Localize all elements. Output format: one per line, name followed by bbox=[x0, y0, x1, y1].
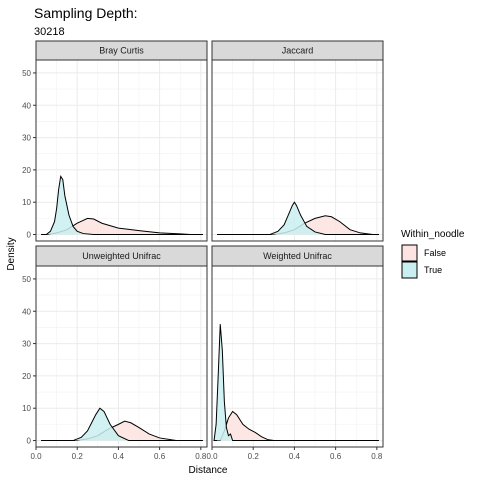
x-tick-label: 0.8 bbox=[195, 452, 207, 461]
panel-border bbox=[35, 59, 208, 242]
density-area-false bbox=[48, 218, 191, 235]
panel-unweighted-unifrac: Unweighted Unifrac bbox=[35, 245, 208, 448]
strip-label-weighted-unifrac: Weighted Unifrac bbox=[263, 251, 332, 261]
legend-label-false: False bbox=[424, 248, 446, 258]
panel-bray-curtis: Bray Curtis bbox=[35, 40, 208, 242]
density-area-true bbox=[269, 202, 326, 235]
density-line-true bbox=[213, 324, 379, 442]
legend-label-true: True bbox=[424, 265, 442, 275]
density-line-true bbox=[41, 407, 203, 442]
density-line-true bbox=[41, 174, 203, 236]
y-tick-label: 0 bbox=[27, 437, 32, 446]
x-tick-label: 0.4 bbox=[113, 452, 125, 461]
density-line-true bbox=[217, 201, 379, 236]
density-area-true bbox=[46, 176, 94, 235]
chart-title: Sampling Depth: bbox=[34, 5, 138, 21]
panel-border bbox=[211, 59, 384, 242]
x-tick-label: 0.4 bbox=[289, 452, 301, 461]
y-tick-label: 40 bbox=[22, 307, 31, 316]
grid bbox=[211, 266, 383, 447]
y-tick-label: 10 bbox=[22, 404, 31, 413]
y-axis-title: Density bbox=[6, 237, 17, 270]
strip-label-bray-curtis: Bray Curtis bbox=[99, 46, 144, 56]
x-tick-label: 0.6 bbox=[330, 452, 342, 461]
y-tick-label: 20 bbox=[22, 166, 31, 175]
x-tick-label: 0.6 bbox=[154, 452, 166, 461]
x-tick-label: 0.0 bbox=[30, 452, 42, 461]
panel-bg bbox=[36, 266, 207, 447]
panel-border bbox=[35, 265, 208, 448]
x-tick-label: 0.8 bbox=[371, 452, 383, 461]
y-tick-label: 30 bbox=[22, 134, 31, 143]
facet-panels: Bray Curtis Jaccard Unweighted Unifrac Weig… bbox=[35, 40, 384, 448]
y-tick-label: 20 bbox=[22, 372, 31, 381]
strip-label-unweighted-unifrac: Unweighted Unifrac bbox=[82, 251, 161, 261]
y-tick-label: 40 bbox=[22, 101, 31, 110]
x-axis-title: Distance bbox=[189, 465, 228, 476]
y-tick-label: 50 bbox=[22, 275, 31, 284]
legend-key-false bbox=[401, 244, 418, 262]
x-tick-label: 0.2 bbox=[248, 452, 260, 461]
x-tick-label: 0.0 bbox=[206, 452, 218, 461]
y-tick-label: 50 bbox=[22, 69, 31, 78]
panel-jaccard: Jaccard bbox=[211, 40, 384, 242]
legend-key-true bbox=[401, 261, 418, 279]
panel-weighted-unifrac: Weighted Unifrac bbox=[211, 245, 384, 448]
legend: Within_noodle False True bbox=[401, 229, 465, 279]
density-area-false bbox=[220, 411, 274, 441]
chart-subtitle: 30218 bbox=[34, 26, 65, 38]
y-tick-label: 30 bbox=[22, 340, 31, 349]
density-area-true bbox=[73, 408, 129, 441]
panel-border bbox=[211, 265, 384, 448]
strip-label-jaccard: Jaccard bbox=[282, 46, 314, 56]
x-tick-label: 0.2 bbox=[72, 452, 84, 461]
panel-bg bbox=[212, 266, 383, 447]
y-tick-label: 0 bbox=[27, 231, 32, 240]
y-tick-label: 10 bbox=[22, 198, 31, 207]
legend-title: Within_noodle bbox=[401, 229, 465, 240]
